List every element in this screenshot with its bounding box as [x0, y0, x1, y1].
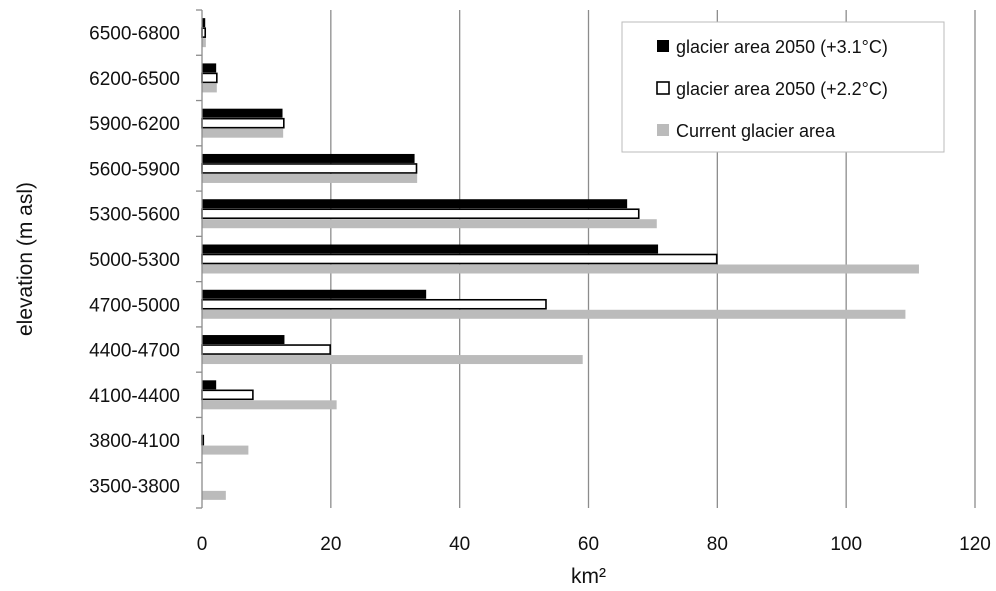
bar-area-2050-2-2	[201, 298, 547, 310]
y-tick-label: 4100-4400	[89, 386, 180, 407]
bar-current-area	[202, 355, 583, 365]
bar-area-2050-3-1	[202, 153, 415, 163]
bars	[201, 18, 919, 500]
y-axis-title: elevation (m asl)	[14, 182, 37, 336]
x-tick-label: 0	[197, 534, 208, 555]
legend-swatch	[656, 81, 670, 95]
legend-swatch	[657, 40, 669, 52]
y-axis	[196, 9, 203, 509]
bar-current-area	[202, 219, 657, 229]
x-tick-label: 80	[707, 534, 728, 555]
bar-area-2050-2-2	[201, 163, 418, 174]
y-tick-labels: 6500-6800 6200-6500 5900-6200 5600-5900 5300…	[89, 24, 180, 498]
legend-box	[621, 21, 945, 153]
bar-area-2050-3-1	[202, 108, 283, 118]
bar-current-area	[202, 38, 206, 48]
x-tick-label: 100	[830, 534, 862, 555]
y-tick-label: 4400-4700	[89, 341, 180, 362]
y-tick-label: 5900-6200	[89, 114, 180, 135]
y-tick-label: 4700-5000	[89, 295, 180, 316]
bar-current-area	[202, 400, 337, 410]
bar-area-2050-2-2	[201, 389, 254, 401]
y-tick-label: 3500-3800	[89, 476, 180, 497]
x-tick-labels: 0 20 40 60 80 100 120	[197, 534, 991, 555]
bar-area-2050-3-1	[202, 18, 206, 28]
y-tick-label: 6500-6800	[89, 24, 180, 45]
y-tick-label: 6200-6500	[89, 69, 180, 90]
legend: glacier area 2050 (+3.1°C) glacier area 2…	[621, 21, 945, 153]
y-tick-label: 3800-4100	[89, 431, 180, 452]
legend-label: Current glacier area	[676, 121, 836, 141]
bar-area-2050-2-2	[201, 117, 285, 129]
bar-area-2050-3-1	[202, 199, 628, 209]
bar-current-area	[202, 128, 284, 138]
bar-current-area	[202, 83, 217, 93]
x-tick-label: 20	[320, 534, 341, 555]
x-tick-label: 120	[959, 534, 991, 555]
legend-label: glacier area 2050 (+3.1°C)	[676, 37, 888, 57]
bar-area-2050-3-1	[202, 289, 427, 299]
y-tick-label: 5300-5600	[89, 205, 180, 226]
bar-area-2050-3-1	[202, 244, 659, 254]
y-tick-label: 5000-5300	[89, 250, 180, 271]
bar-current-area	[202, 264, 919, 274]
bar-area-2050-2-2	[201, 72, 218, 84]
legend-swatch	[657, 124, 669, 136]
bar-area-2050-3-1	[202, 380, 217, 390]
bar-current-area	[202, 309, 906, 319]
x-axis-title: km²	[571, 565, 606, 588]
bar-area-2050-3-1	[202, 335, 285, 345]
bar-area-2050-2-2	[201, 208, 640, 220]
bar-current-area	[202, 490, 226, 500]
x-tick-label: 40	[449, 534, 470, 555]
bar-current-area	[202, 445, 249, 455]
x-tick-label: 60	[578, 534, 599, 555]
bar-area-2050-2-2	[201, 253, 718, 265]
bar-area-2050-3-1	[202, 63, 217, 73]
bar-area-2050-2-2	[201, 344, 331, 355]
bar-current-area	[202, 173, 418, 183]
y-tick-label: 5600-5900	[89, 159, 180, 180]
legend-label: glacier area 2050 (+2.2°C)	[676, 79, 888, 99]
